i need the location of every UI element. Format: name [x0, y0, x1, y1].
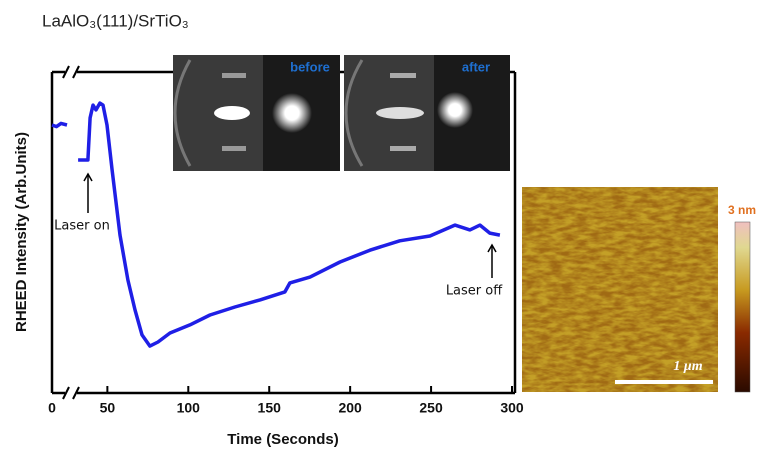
y-axis-label: RHEED Intensity (Arb.Units)	[13, 132, 30, 332]
annotation: Laser on	[54, 219, 110, 234]
annotation: Laser off	[446, 284, 503, 299]
inset-label: before	[290, 59, 330, 74]
x-tick-label: 100	[177, 400, 201, 416]
x-tick-label: 50	[100, 400, 116, 416]
x-tick-label: 200	[338, 400, 362, 416]
axis-break	[72, 65, 80, 79]
x-tick-label: 300	[500, 400, 524, 416]
chart-title: LaAlO₃(111)/SrTiO₃	[42, 11, 189, 30]
data-line	[51, 101, 501, 348]
axis-break	[72, 386, 80, 400]
scale-label: 1 μm	[673, 359, 702, 374]
x-tick-label: 150	[258, 400, 282, 416]
x-tick-label: 0	[48, 400, 56, 416]
afm-image: 1 μm 3 nm	[522, 187, 756, 393]
x-tick-label: 250	[419, 400, 443, 416]
arrow-head	[487, 243, 497, 253]
rheed-after: after	[344, 55, 510, 171]
axis-break	[62, 65, 70, 79]
axis-break	[62, 386, 70, 400]
inset-label: after	[462, 59, 490, 74]
arrow-head	[83, 172, 93, 182]
rheed-before: before	[173, 55, 340, 171]
x-axis-label: Time (Seconds)	[227, 431, 338, 448]
colorbar-label: 3 nm	[728, 203, 756, 217]
plot-area: 0 50 100 150 200 250 300 Time (Seconds) RHEED In…	[13, 65, 524, 448]
